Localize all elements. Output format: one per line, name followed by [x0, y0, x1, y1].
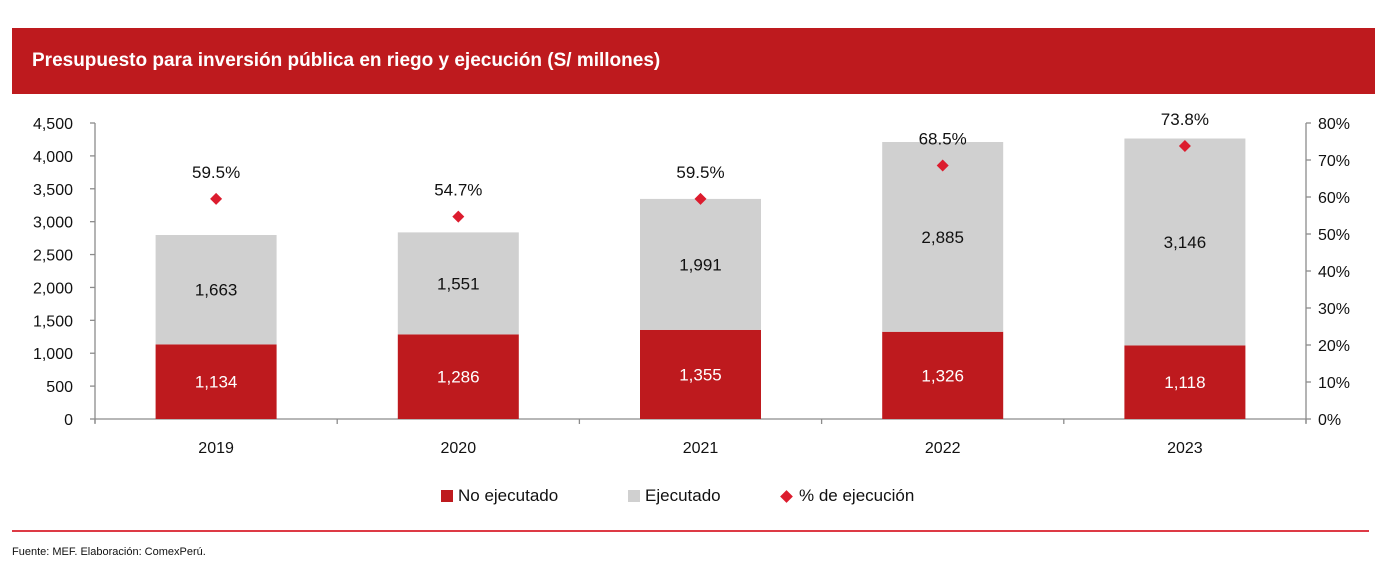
data-label-pct-ejecucion: 54.7%: [434, 181, 482, 200]
right-axis-tick-label: 60%: [1318, 190, 1350, 207]
x-axis-tick-label: 2023: [1167, 440, 1203, 457]
marker-pct-ejecucion: [694, 192, 707, 205]
right-axis-tick-label: 10%: [1318, 375, 1350, 392]
bar-ejecutado: [1124, 138, 1246, 346]
x-axis-tick-label: 2021: [683, 440, 719, 457]
right-axis-tick-label: 70%: [1318, 153, 1350, 170]
marker-pct-ejecucion: [452, 210, 465, 223]
bar-ejecutado: [882, 142, 1004, 332]
stacked-bar-chart: 0 500 1,000 1,500 2,000 2,500 3,000 3,500 4,000 4…: [33, 110, 1350, 457]
bar-no-ejecutado: [397, 334, 519, 419]
data-label-ejecutado: 1,663: [195, 281, 238, 300]
bar-no-ejecutado: [155, 344, 277, 419]
data-label-no-ejecutado: 1,355: [679, 365, 722, 384]
left-axis-tick-label: 1,000: [33, 346, 73, 363]
data-label-no-ejecutado: 1,118: [1164, 373, 1205, 392]
left-axis-tick-label: 1,500: [33, 313, 73, 330]
data-label-pct-ejecucion: 59.5%: [192, 163, 240, 182]
data-label-no-ejecutado: 1,326: [921, 366, 964, 385]
data-label-pct-ejecucion: 59.5%: [676, 163, 724, 182]
chart-header: Presupuesto para inversión pública en ri…: [12, 28, 1375, 94]
data-label-ejecutado: 1,551: [437, 274, 480, 293]
data-label-ejecutado: 1,991: [679, 255, 722, 274]
right-axis-tick-label: 40%: [1318, 264, 1350, 281]
axes: 0 500 1,000 1,500 2,000 2,500 3,000 3,500 4,000 4…: [33, 116, 1350, 457]
left-axis-tick-label: 0: [64, 412, 73, 429]
right-axis-tick-label: 20%: [1318, 338, 1350, 355]
right-axis-tick-label: 0%: [1318, 412, 1341, 429]
legend-label: Ejecutado: [645, 486, 721, 505]
data-labels: 1,134 1,663 59.5% 1,286 1,551 54.7% 1,355 1,991…: [192, 110, 1209, 392]
bar-no-ejecutado: [1124, 345, 1246, 419]
legend: No ejecutado Ejecutado % de ejecución: [0, 486, 1397, 508]
data-label-ejecutado: 3,146: [1164, 233, 1207, 252]
bars: [155, 138, 1246, 419]
x-axis-tick-label: 2022: [925, 440, 961, 457]
left-axis-tick-label: 4,000: [33, 149, 73, 166]
legend-item-no-ejecutado: No ejecutado: [441, 486, 558, 506]
data-label-pct-ejecucion: 73.8%: [1161, 110, 1209, 129]
legend-swatch-no-ejecutado: [441, 490, 453, 502]
left-axis-tick-label: 2,000: [33, 280, 73, 297]
bar-ejecutado: [155, 235, 277, 345]
bar-no-ejecutado: [882, 331, 1004, 419]
legend-item-pct-ejecucion: % de ejecución: [780, 486, 914, 506]
x-axis-tick-label: 2020: [441, 440, 477, 457]
x-axis-tick-label: 2019: [198, 440, 234, 457]
legend-diamond-icon: [780, 489, 793, 503]
chart-title: Presupuesto para inversión pública en ri…: [32, 50, 661, 71]
left-axis-tick-label: 3,500: [33, 182, 73, 199]
legend-swatch-ejecutado: [628, 490, 640, 502]
data-label-no-ejecutado: 1,134: [195, 373, 238, 392]
bar-no-ejecutado: [640, 329, 761, 419]
bar-ejecutado: [640, 198, 761, 330]
bar-ejecutado: [397, 232, 519, 335]
data-label-pct-ejecucion: 68.5%: [919, 130, 967, 149]
left-axis-tick-label: 3,000: [33, 215, 73, 232]
source-note: Fuente: MEF. Elaboración: ComexPerú.: [12, 546, 206, 558]
left-axis-tick-label: 500: [46, 379, 73, 396]
footer-divider: [12, 530, 1369, 532]
markers: [210, 139, 1191, 223]
legend-label: No ejecutado: [458, 486, 559, 505]
left-axis-tick-label: 4,500: [33, 116, 73, 133]
data-label-no-ejecutado: 1,286: [437, 368, 480, 387]
marker-pct-ejecucion: [1178, 139, 1191, 152]
right-axis-tick-label: 50%: [1318, 227, 1350, 244]
marker-pct-ejecucion: [210, 192, 223, 205]
data-label-ejecutado: 2,885: [921, 228, 964, 247]
legend-item-ejecutado: Ejecutado: [628, 486, 721, 506]
right-axis-tick-label: 30%: [1318, 301, 1350, 318]
legend-label: % de ejecución: [799, 486, 915, 505]
marker-pct-ejecucion: [936, 159, 949, 172]
right-axis-tick-label: 80%: [1318, 116, 1350, 133]
left-axis-tick-label: 2,500: [33, 248, 73, 265]
